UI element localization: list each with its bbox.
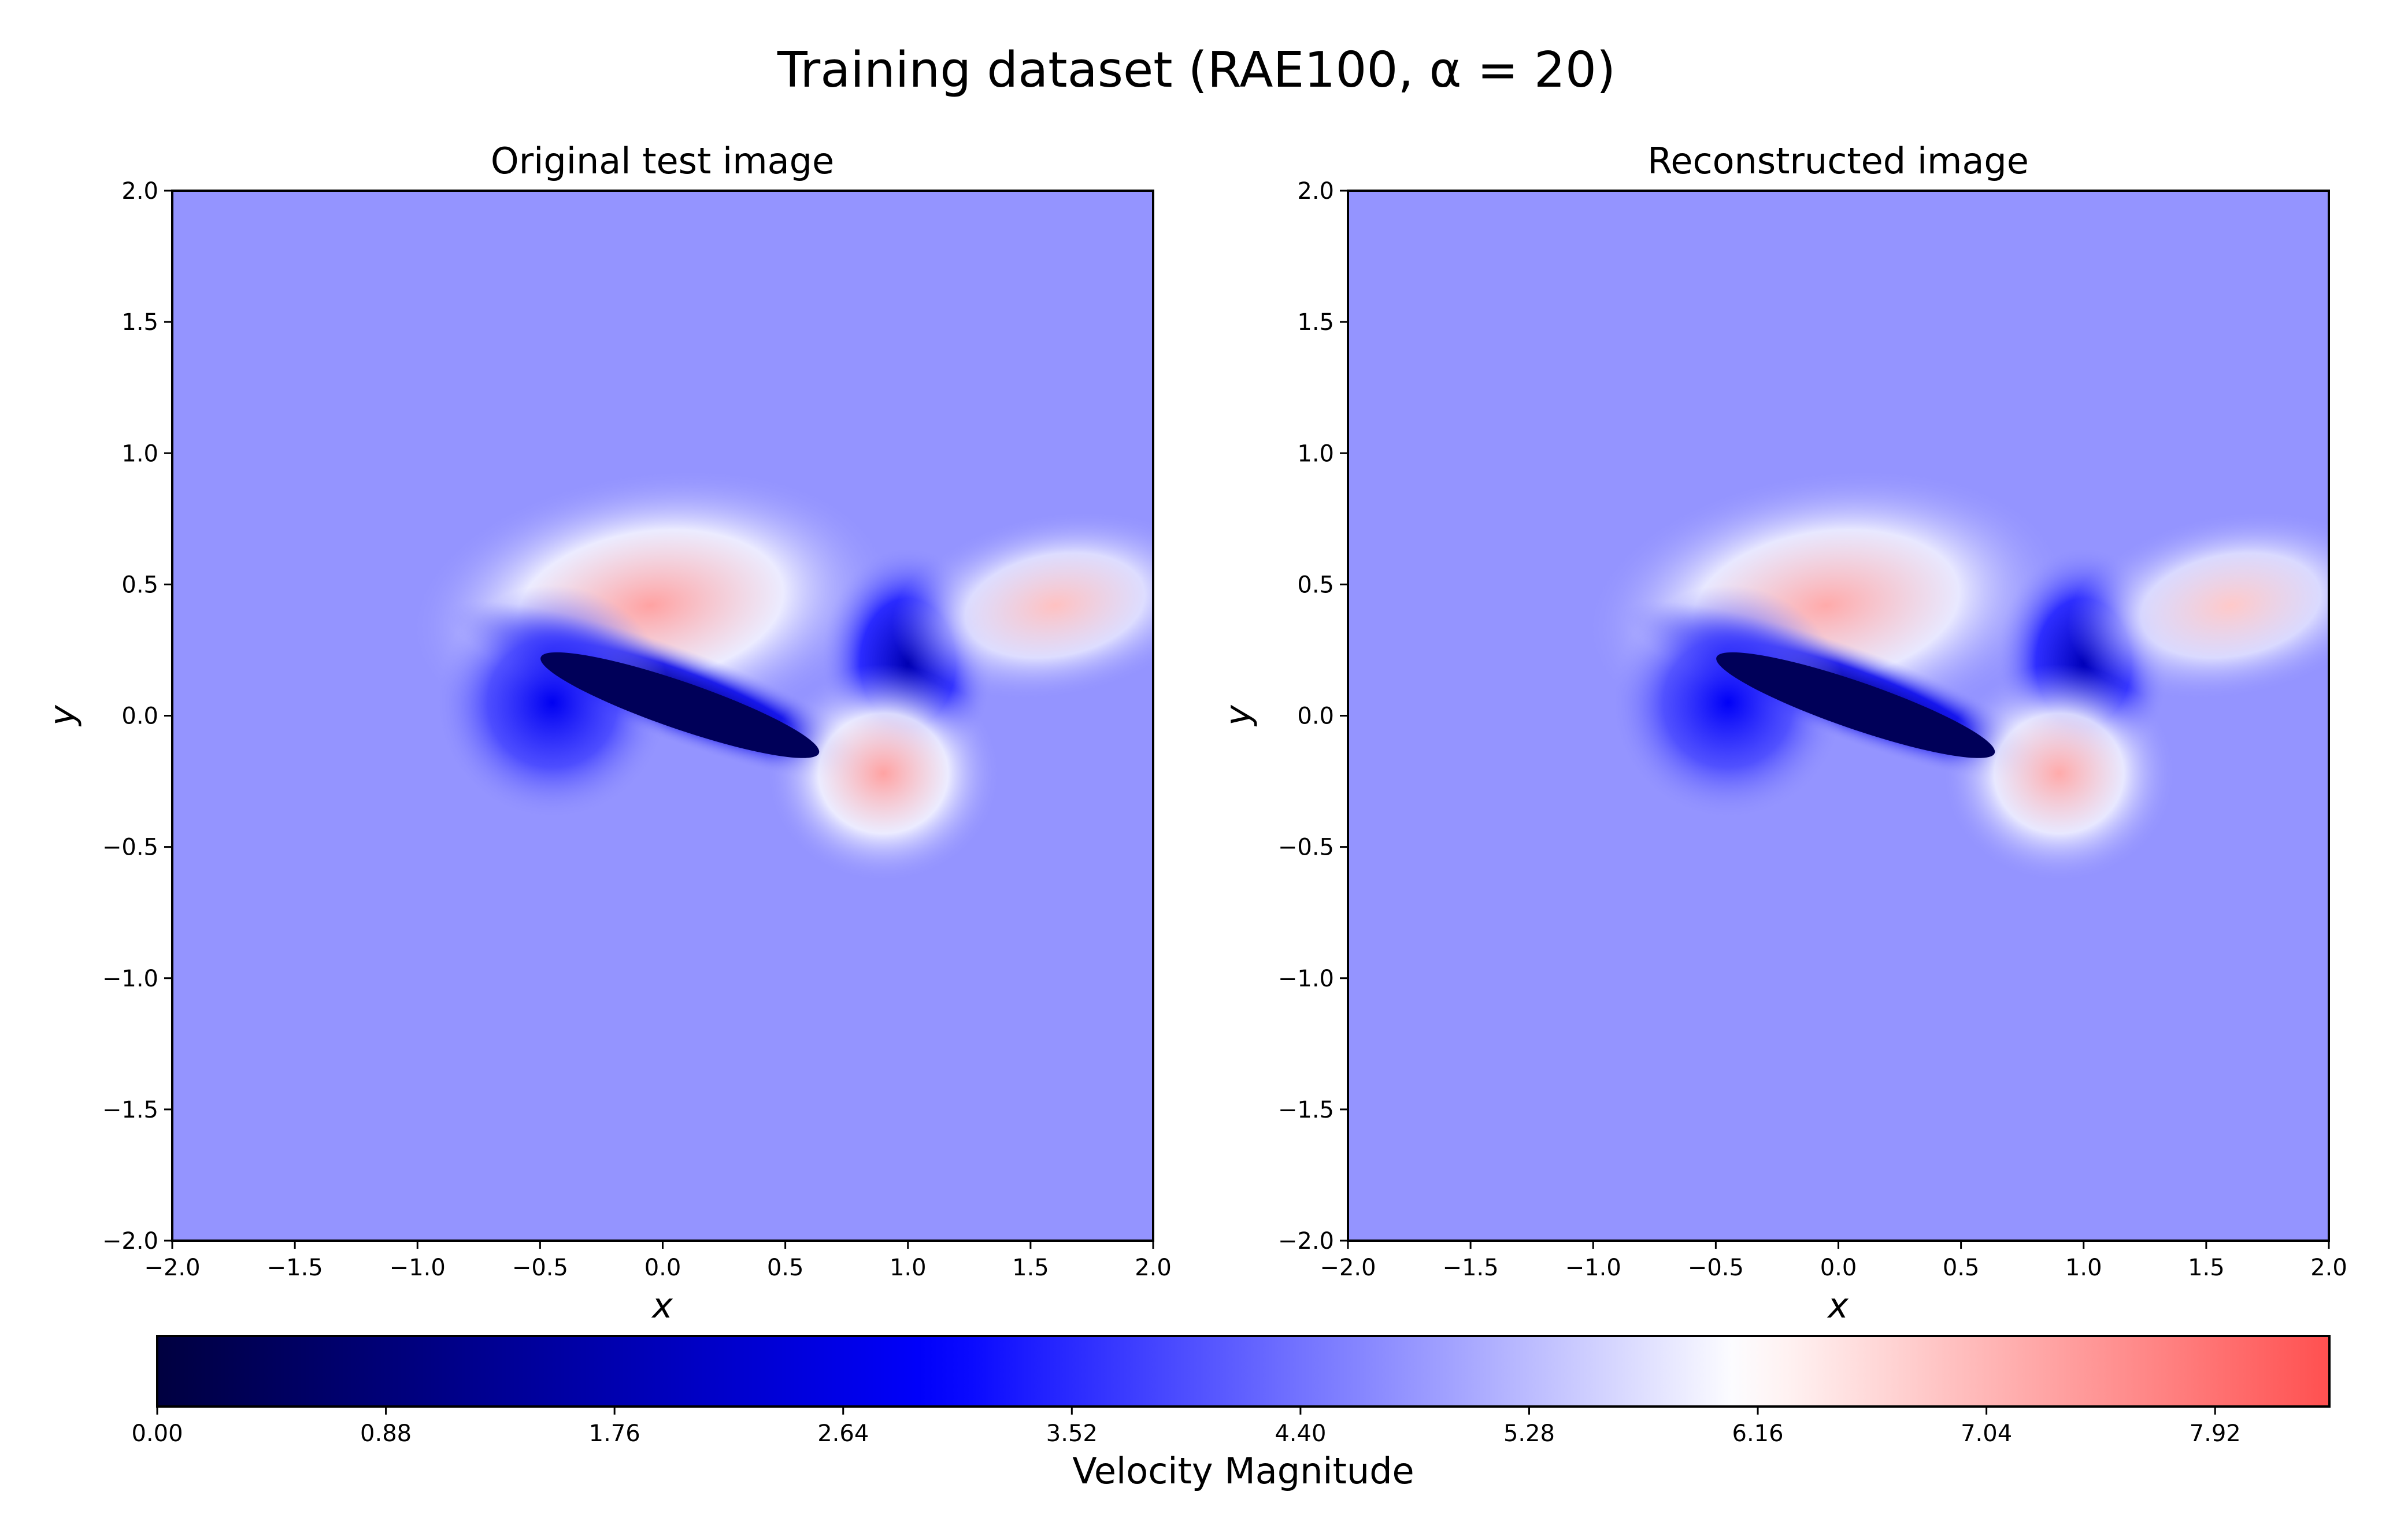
y-tick-label: −2.0 (102, 1228, 158, 1255)
x-tick-label: 1.5 (1012, 1255, 1049, 1281)
y-tick-label: 2.0 (121, 178, 158, 205)
airfoil-body (540, 652, 820, 758)
y-tick-label: 0.0 (1297, 703, 1334, 730)
x-tick-label: 0.5 (1943, 1255, 1980, 1281)
y-tick-label: −1.5 (102, 1097, 158, 1123)
y-tick-label: 1.5 (1297, 309, 1334, 336)
heatmap-field (172, 191, 1153, 1241)
y-axis-label: y (42, 704, 83, 727)
y-tick-label: −0.5 (1278, 834, 1334, 861)
x-tick-label: −0.5 (1688, 1255, 1744, 1281)
x-axis-label: x (1827, 1286, 1849, 1326)
colorbar-ticks: 0.00 0.88 1.76 2.64 3.52 4.40 5.28 6.16 7.04 7.92 (131, 1407, 2241, 1447)
panel-title: Reconstructed image (1647, 140, 2029, 182)
airfoil-body (1716, 652, 1995, 758)
colorbar-tick-label: 5.28 (1503, 1420, 1555, 1447)
x-tick-label: −2.0 (1320, 1255, 1376, 1281)
x-tick-label: −2.0 (144, 1255, 200, 1281)
colorbar-tick-label: 7.92 (2190, 1420, 2241, 1447)
x-tick-label: −0.5 (512, 1255, 568, 1281)
y-tick-label: −1.0 (102, 966, 158, 992)
colorbar-label: Velocity Magnitude (1072, 1450, 1414, 1492)
x-tick-label: −1.0 (1565, 1255, 1621, 1281)
colorbar-tick-label: 0.00 (131, 1420, 183, 1447)
heatmap-field (1348, 191, 2329, 1241)
y-tick-label: 1.0 (1297, 440, 1334, 467)
y-tick-label: −1.0 (1278, 966, 1334, 992)
x-tick-label: 2.0 (1135, 1255, 1172, 1281)
colorbar-gradient (156, 1335, 2331, 1408)
y-tick-label: 1.5 (121, 309, 158, 336)
panel-original: Original test image −2.0 −1.5 −1.0 −0.5 0.0 0… (42, 140, 1172, 1326)
x-tick-label: −1.5 (1443, 1255, 1499, 1281)
x-axis-label: x (651, 1286, 673, 1326)
x-tick-label: 0.0 (644, 1255, 681, 1281)
colorbar-tick-label: 0.88 (360, 1420, 412, 1447)
y-tick-label: 2.0 (1297, 178, 1334, 205)
x-tick-label: 2.0 (2310, 1255, 2347, 1281)
y-tick-label: −1.5 (1278, 1097, 1334, 1123)
y-axis-ticks: −2.0 −1.5 −1.0 −0.5 0.0 0.5 1.0 1.5 2.0 (1278, 178, 1348, 1255)
y-tick-label: 0.5 (121, 572, 158, 598)
x-tick-label: −1.5 (267, 1255, 323, 1281)
field-feature (434, 585, 671, 821)
y-tick-label: 1.0 (121, 440, 158, 467)
field-feature (1610, 585, 1846, 821)
colorbar-tick-label: 2.64 (817, 1420, 869, 1447)
colorbar-tick-label: 3.52 (1046, 1420, 1098, 1447)
colorbar: 0.00 0.88 1.76 2.64 3.52 4.40 5.28 6.16 7.04 7.92… (131, 1335, 2331, 1492)
x-tick-label: −1.0 (390, 1255, 446, 1281)
colorbar-tick-label: 7.04 (1961, 1420, 2012, 1447)
field-feature (2068, 510, 2329, 701)
y-tick-label: 0.5 (1297, 572, 1334, 598)
colorbar-tick-label: 6.16 (1732, 1420, 1784, 1447)
y-tick-label: −2.0 (1278, 1228, 1334, 1255)
figure-suptitle: Training dataset (RAE100, α = 20) (777, 42, 1616, 99)
y-tick-label: 0.0 (121, 703, 158, 730)
y-tick-label: −0.5 (102, 834, 158, 861)
colorbar-tick-label: 4.40 (1275, 1420, 1326, 1447)
y-axis-label: y (1218, 704, 1258, 727)
x-tick-label: 1.5 (2188, 1255, 2225, 1281)
x-axis-ticks: −2.0 −1.5 −1.0 −0.5 0.0 0.5 1.0 1.5 2.0 (144, 1241, 1172, 1281)
y-axis-ticks: −2.0 −1.5 −1.0 −0.5 0.0 0.5 1.0 1.5 2.0 (102, 178, 172, 1255)
field-feature (892, 510, 1153, 701)
colorbar-tick-label: 1.76 (589, 1420, 640, 1447)
x-tick-label: 1.0 (890, 1255, 927, 1281)
field-feature (765, 664, 1001, 883)
panel-title: Original test image (491, 140, 834, 182)
x-tick-label: 1.0 (2065, 1255, 2102, 1281)
x-axis-ticks: −2.0 −1.5 −1.0 −0.5 0.0 0.5 1.0 1.5 2.0 (1320, 1241, 2347, 1281)
x-tick-label: 0.5 (767, 1255, 804, 1281)
x-tick-label: 0.0 (1820, 1255, 1857, 1281)
field-feature (1941, 664, 2177, 883)
panel-reconstructed: Reconstructed image −2.0 −1.5 −1.0 −0.5 0.0 0… (1218, 140, 2347, 1326)
